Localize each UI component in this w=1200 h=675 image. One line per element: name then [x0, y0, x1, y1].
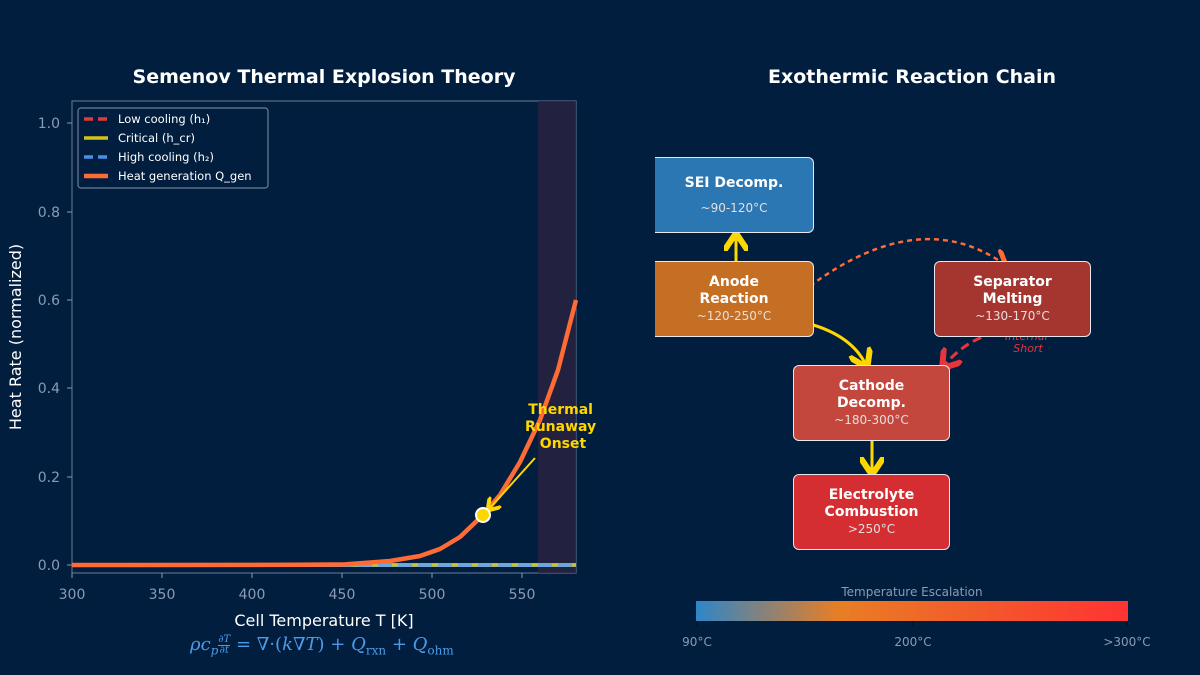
y-tick: 0.6 [38, 293, 60, 309]
node-range: ~120-250°C [696, 309, 772, 323]
temperature-colorbar [696, 601, 1128, 626]
y-tick: 0.8 [38, 205, 60, 221]
legend-item-critical: Critical (h_cr) [118, 131, 195, 145]
y-tick: 1.0 [38, 116, 60, 132]
x-tick: 550 [509, 587, 536, 603]
node-range: ~90-120°C [700, 200, 768, 215]
y-axis [67, 122, 72, 566]
node-name: Separator Melting [973, 274, 1052, 307]
legend-item-heat-generation: Heat generation Q_gen [118, 169, 252, 183]
y-tick: 0.2 [38, 470, 60, 486]
node-range: ~180-300°C [834, 413, 909, 427]
left-chart-title: Semenov Thermal Explosion Theory [132, 66, 516, 88]
node-electrolyte-combustion: Electrolyte Combustion >250°C [793, 474, 950, 550]
heat-equation: ρcp ∂T ∂t = ∇·(k∇T) + Qrxn + Qohm [190, 633, 454, 658]
colorbar-title: Temperature Escalation [841, 585, 983, 599]
legend: Low cooling (h₁) Critical (h_cr) High co… [77, 107, 269, 189]
node-name: SEI Decomp. [684, 174, 784, 191]
node-separator-melting: Separator Melting ~130-170°C [934, 261, 1091, 337]
plot-area: Thermal Runaway Onset [71, 100, 601, 574]
x-tick: 500 [419, 587, 446, 603]
x-axis-label: Cell Temperature T [K] [234, 611, 413, 630]
colorbar-tick-low: 90°C [682, 635, 712, 649]
colorbar-tick-mid: 200°C [894, 635, 932, 649]
node-sei-decomposition: SEI Decomp. ~90-120°C [655, 157, 814, 233]
x-tick: 300 [59, 587, 86, 603]
y-axis-label: Heat Rate (normalized) [6, 244, 25, 430]
legend-item-high-cooling: High cooling (h₂) [118, 150, 214, 164]
node-name: Anode Reaction [699, 274, 769, 307]
node-range: ~130-170°C [975, 309, 1050, 323]
x-axis [71, 573, 523, 578]
y-tick: 0.0 [38, 558, 60, 574]
annotation-text: Thermal Runaway Onset [525, 402, 601, 452]
node-cathode-decomposition: Cathode Decomp. ~180-300°C [793, 365, 950, 441]
onset-point [475, 507, 491, 523]
y-tick: 0.4 [38, 381, 60, 397]
right-chart-title: Exothermic Reaction Chain [767, 66, 1057, 88]
arrow-anode-to-separator [809, 237, 1004, 288]
node-anode-reaction: Anode Reaction ~120-250°C [655, 261, 814, 337]
colorbar-tick-high: >300°C [1103, 635, 1151, 649]
x-tick: 400 [239, 587, 266, 603]
legend-item-low-cooling: Low cooling (h₁) [118, 112, 210, 126]
heat-generation-curve [71, 299, 579, 568]
node-range: >250°C [847, 522, 896, 536]
arrow-anode-to-cathode [809, 322, 866, 365]
x-tick: 350 [149, 587, 176, 603]
runaway-region [538, 101, 576, 573]
node-name: Cathode Decomp. [837, 378, 906, 411]
x-tick: 450 [329, 587, 356, 603]
node-name: Electrolyte Combustion [824, 487, 919, 520]
annotation-arrow [489, 457, 536, 509]
